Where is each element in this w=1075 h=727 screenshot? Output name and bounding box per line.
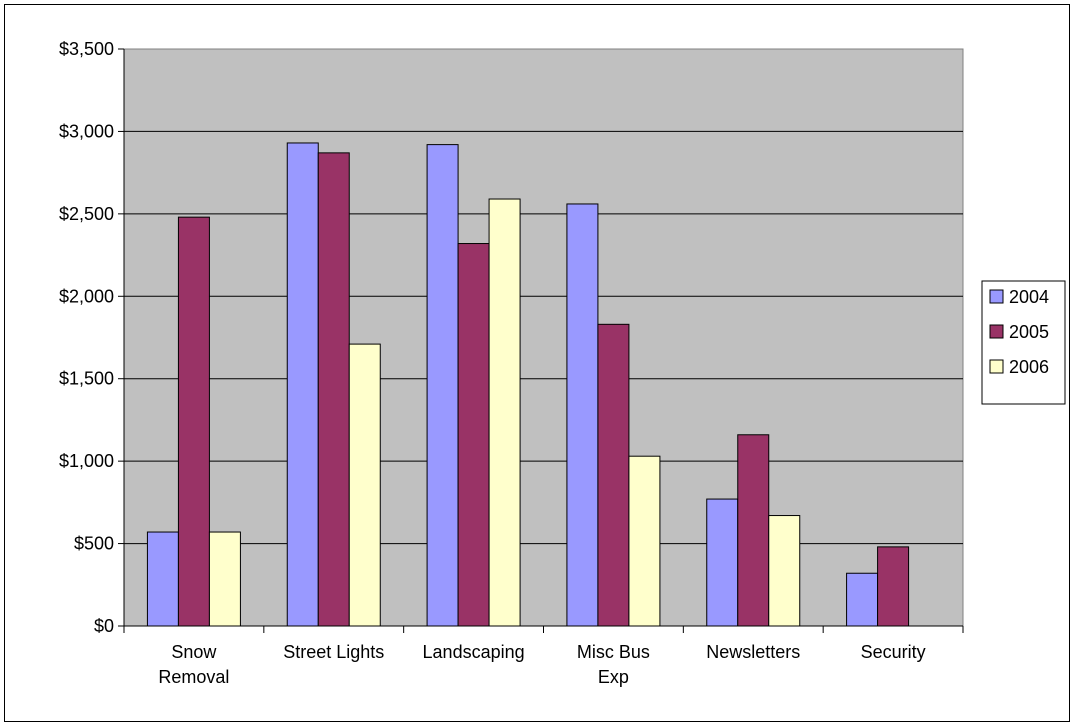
y-tick-label: $1,500: [59, 369, 114, 389]
bar-2006: [488, 198, 521, 627]
y-tick-label: $500: [74, 534, 114, 554]
legend-swatch-2005: [989, 324, 1004, 339]
x-axis-ticks: Snow Removal Street Lights Landscaping Misc …: [158, 642, 925, 687]
plot-area: [123, 48, 964, 627]
bar-2004: [706, 498, 739, 627]
legend-label-2006: 2006: [1009, 357, 1049, 377]
legend-items: 2004 2005 2006: [989, 287, 1049, 377]
y-tick-label: $3,000: [59, 121, 114, 141]
bar-2005: [597, 323, 630, 627]
bar-2005: [317, 152, 350, 627]
legend-label-2004: 2004: [1009, 287, 1049, 307]
x-tick-label: Newsletters: [706, 642, 800, 662]
bar-2005: [457, 243, 490, 627]
bar-2006: [208, 531, 241, 627]
bar-2005: [737, 434, 770, 627]
bar-2006: [768, 515, 801, 627]
bar-2005: [177, 216, 210, 627]
y-tick-label: $1,000: [59, 451, 114, 471]
bars: [146, 142, 910, 627]
y-tick-label: $2,000: [59, 286, 114, 306]
bar-2006: [348, 343, 381, 627]
bar-2004: [846, 572, 879, 627]
bar-chart: $0 $500 $1,000 $1,500 $2,000 $2,500 $3,000 $3,5…: [59, 39, 1066, 687]
bar-2004: [146, 531, 179, 627]
x-tick-label: Removal: [158, 667, 229, 687]
bar-2005: [877, 546, 910, 627]
x-tick-label: Snow: [171, 642, 217, 662]
x-tick-label: Security: [861, 642, 926, 662]
axes: [118, 48, 964, 633]
bar-2004: [426, 144, 459, 627]
x-tick-label: Misc Bus: [577, 642, 650, 662]
x-tick-label: Landscaping: [423, 642, 525, 662]
legend-swatch-2006: [989, 359, 1004, 374]
y-tick-label: $2,500: [59, 204, 114, 224]
x-tick-label: Street Lights: [283, 642, 384, 662]
chart-frame: $0 $500 $1,000 $1,500 $2,000 $2,500 $3,000 $3,5…: [4, 4, 1070, 722]
legend-label-2005: 2005: [1009, 322, 1049, 342]
y-tick-label: $0: [94, 616, 114, 636]
x-tick-label: Exp: [598, 667, 629, 687]
bar-2006: [628, 455, 661, 627]
legend: 2004 2005 2006: [981, 280, 1066, 405]
bar-2004: [286, 142, 319, 627]
legend-swatch-2004: [989, 289, 1004, 304]
y-tick-label: $3,500: [59, 39, 114, 59]
bar-2004: [566, 203, 599, 627]
gridlines: [124, 130, 963, 545]
y-axis-ticks: $0 $500 $1,000 $1,500 $2,000 $2,500 $3,000 $3,5…: [59, 39, 114, 636]
